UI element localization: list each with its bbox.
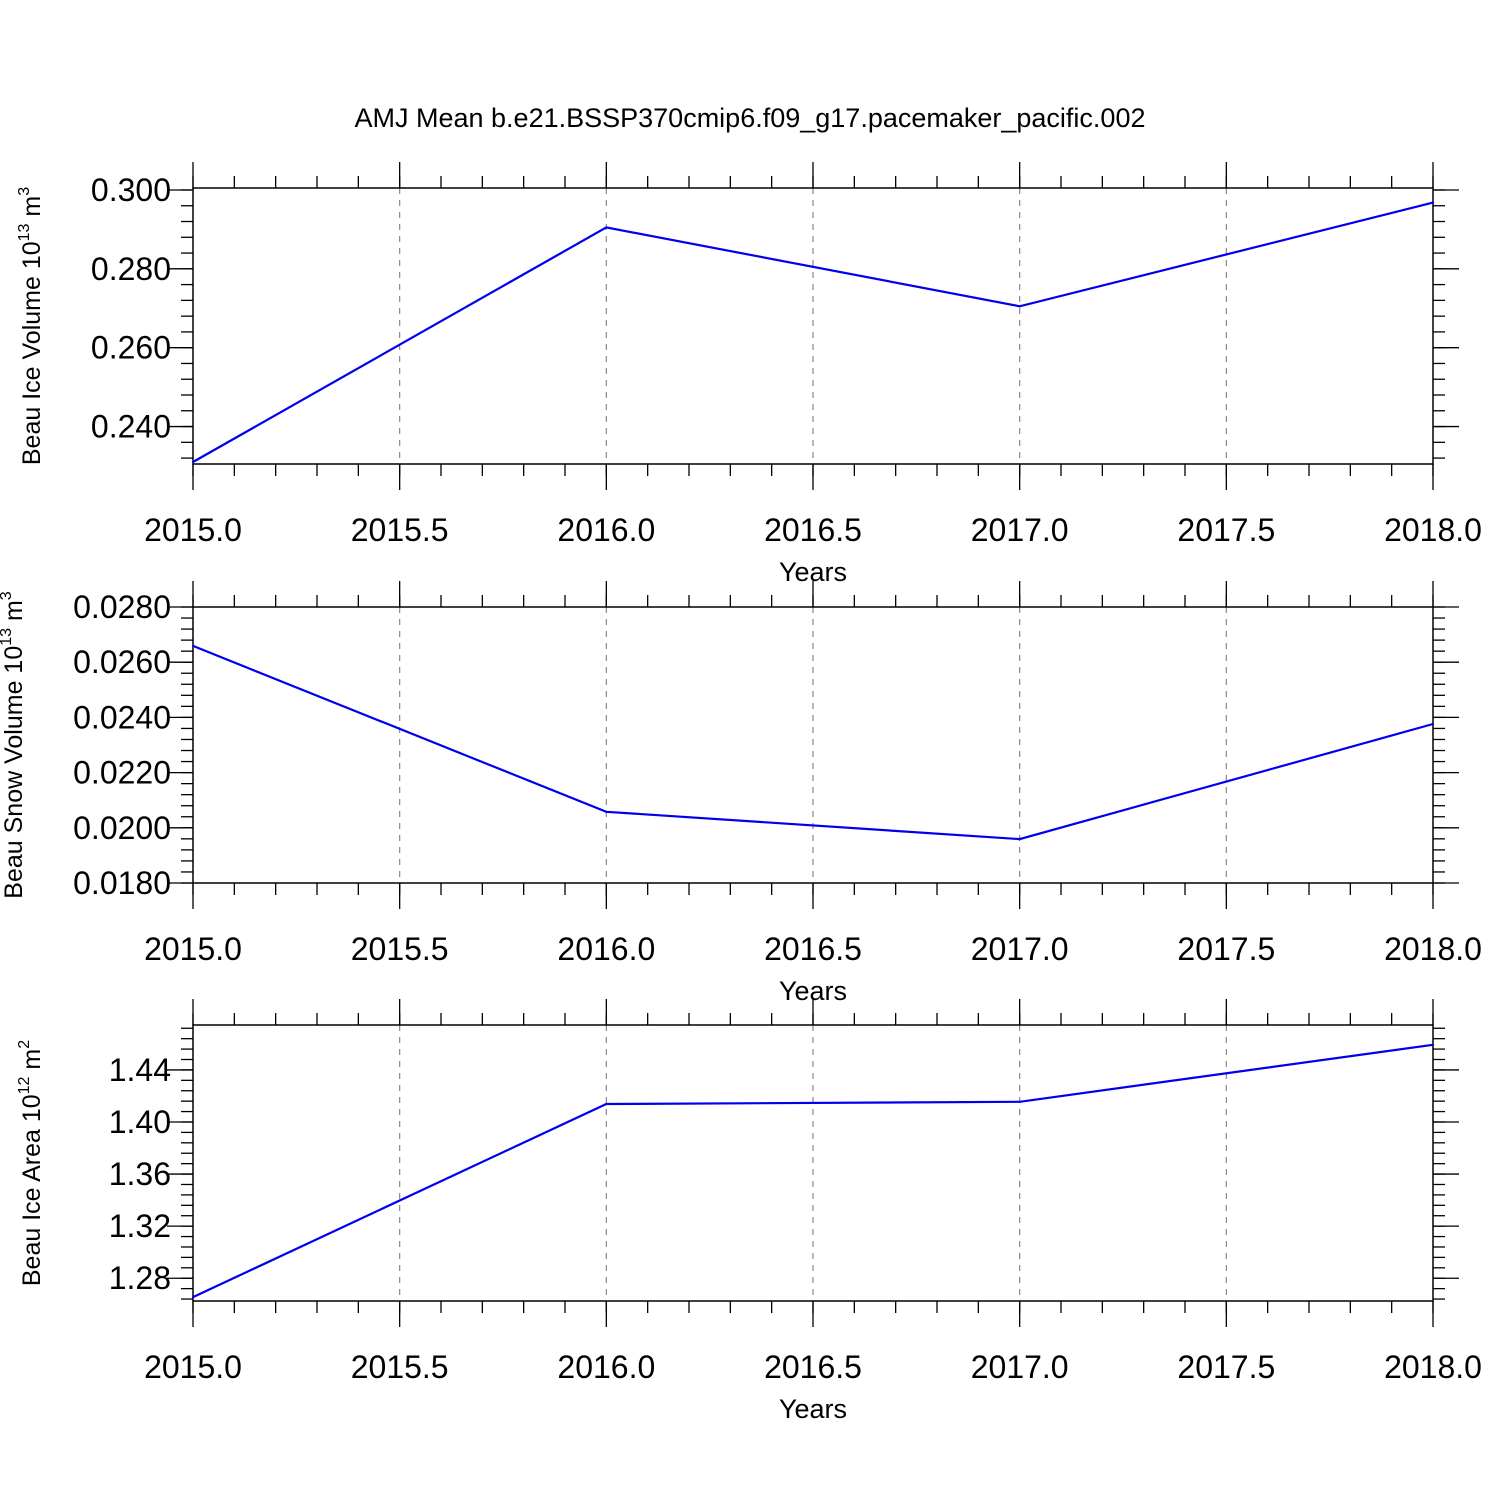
x-tick-label: 2017.0 — [971, 931, 1069, 967]
y-tick-label: 0.0220 — [73, 755, 171, 791]
y-tick-label: 0.0200 — [73, 810, 171, 846]
x-tick-label: 2016.0 — [557, 1349, 655, 1385]
x-tick-label: 2015.0 — [144, 1349, 242, 1385]
x-tick-label: 2017.5 — [1177, 512, 1275, 548]
data-point — [191, 1295, 195, 1299]
y-tick-label: 0.0180 — [73, 865, 171, 901]
y-axis-label-unit-exponent: 3 — [0, 591, 15, 600]
x-tick-label: 2018.0 — [1384, 1349, 1482, 1385]
y-tick-label: 0.0280 — [73, 589, 171, 625]
data-point — [605, 226, 608, 229]
data-point — [605, 1102, 608, 1106]
x-tick-label: 2015.5 — [351, 1349, 449, 1385]
y-tick-label: 1.44 — [109, 1052, 171, 1088]
plot-frame — [192, 187, 1434, 465]
y-axis-label-unit: m — [0, 600, 28, 628]
x-tick-label: 2016.5 — [764, 931, 862, 967]
y-axis-label-exponent: 13 — [0, 628, 15, 646]
y-tick-labels: 1.28 1.32 1.36 1.40 1.44 — [109, 1052, 171, 1296]
data-point — [1431, 1043, 1435, 1046]
series-points — [191, 201, 1435, 464]
y-axis-label: Beau Snow Volume 1013 m3 — [0, 591, 28, 899]
x-tick-label: 2016.0 — [557, 512, 655, 548]
y-tick-label: 0.300 — [91, 172, 171, 208]
plot-frame — [192, 606, 1434, 884]
y-axis-label: Beau Ice Volume 1013 m3 — [16, 187, 46, 465]
x-tick-label: 2017.0 — [971, 1349, 1069, 1385]
data-point — [1431, 201, 1435, 204]
series-line — [192, 644, 1434, 841]
y-axis-label-unit-exponent: 3 — [16, 187, 33, 196]
series-line — [192, 201, 1434, 463]
y-axis-label-unit-exponent: 2 — [16, 1040, 33, 1049]
data-point — [191, 460, 195, 464]
y-axis-label-base: Beau Ice Volume 10 — [18, 241, 46, 465]
data-point — [1018, 1100, 1021, 1103]
y-axis-label-unit: m — [18, 1049, 46, 1077]
y-tick-label: 0.280 — [91, 251, 171, 287]
axis-ticks — [167, 999, 1459, 1327]
y-tick-label: 1.40 — [109, 1104, 171, 1140]
data-point — [605, 810, 608, 813]
data-point — [1018, 838, 1021, 841]
y-tick-label: 0.0260 — [73, 644, 171, 680]
series-line — [192, 1043, 1434, 1299]
x-grid — [399, 607, 1227, 883]
y-tick-label: 0.0240 — [73, 699, 171, 735]
plot-frame — [192, 1024, 1434, 1302]
y-axis-label-base: Beau Snow Volume 10 — [0, 646, 28, 899]
x-axis-label: Years — [779, 1394, 847, 1424]
data-point — [1018, 305, 1021, 308]
x-tick-labels: 2015.0 2015.5 2016.0 2016.5 2017.0 2017.5 2018… — [144, 1349, 1482, 1385]
data-point — [191, 644, 195, 648]
panel-snow-volume: 0.0180 0.0200 0.0220 0.0240 0.0260 0.0280 201… — [0, 581, 1482, 1006]
x-tick-labels: 2015.0 2015.5 2016.0 2016.5 2017.0 2017.5 2018… — [144, 512, 1482, 548]
y-tick-label: 0.260 — [91, 330, 171, 366]
x-tick-label: 2018.0 — [1384, 512, 1482, 548]
y-tick-label: 1.36 — [109, 1156, 171, 1192]
x-grid — [399, 188, 1227, 464]
y-tick-label: 1.32 — [109, 1208, 171, 1244]
axis-ticks — [167, 162, 1459, 490]
panel-ice-area: 1.281.321.361.401.44 2015.0 2015.5 2016.0 2… — [16, 999, 1482, 1424]
x-tick-label: 2017.5 — [1177, 931, 1275, 967]
x-tick-label: 2017.5 — [1177, 1349, 1275, 1385]
y-tick-labels: 0.240 0.260 0.280 0.300 — [91, 172, 171, 445]
x-tick-label: 2015.5 — [351, 512, 449, 548]
x-tick-label: 2015.5 — [351, 931, 449, 967]
y-tick-label: 0.240 — [91, 409, 171, 445]
y-axis-label-exponent: 13 — [16, 223, 33, 241]
x-tick-labels: 2015.0 2015.5 2016.0 2016.5 2017.0 2017.5 2018… — [144, 931, 1482, 967]
x-tick-label: 2016.0 — [557, 931, 655, 967]
x-grid — [399, 1025, 1227, 1301]
x-tick-label: 2015.0 — [144, 931, 242, 967]
y-axis-label-exponent: 12 — [16, 1076, 33, 1094]
y-axis-label: Beau Ice Area 1012 m2 — [16, 1040, 46, 1286]
x-tick-label: 2017.0 — [971, 512, 1069, 548]
figure-title: AMJ Mean b.e21.BSSP370cmip6.f09_g17.pace… — [355, 103, 1146, 133]
y-axis-label-unit: m — [18, 196, 46, 224]
series-points — [191, 1043, 1435, 1299]
x-tick-label: 2018.0 — [1384, 931, 1482, 967]
series-points — [191, 644, 1435, 841]
y-tick-labels: 0.0180 0.0200 0.0220 0.0240 0.0260 0.0280 — [73, 589, 171, 901]
x-tick-label: 2015.0 — [144, 512, 242, 548]
y-axis-label-base: Beau Ice Area 10 — [18, 1094, 46, 1286]
x-tick-label: 2016.5 — [764, 1349, 862, 1385]
data-point — [1431, 722, 1435, 726]
axis-ticks — [167, 581, 1459, 909]
y-tick-label: 1.28 — [109, 1260, 171, 1296]
x-tick-label: 2016.5 — [764, 512, 862, 548]
